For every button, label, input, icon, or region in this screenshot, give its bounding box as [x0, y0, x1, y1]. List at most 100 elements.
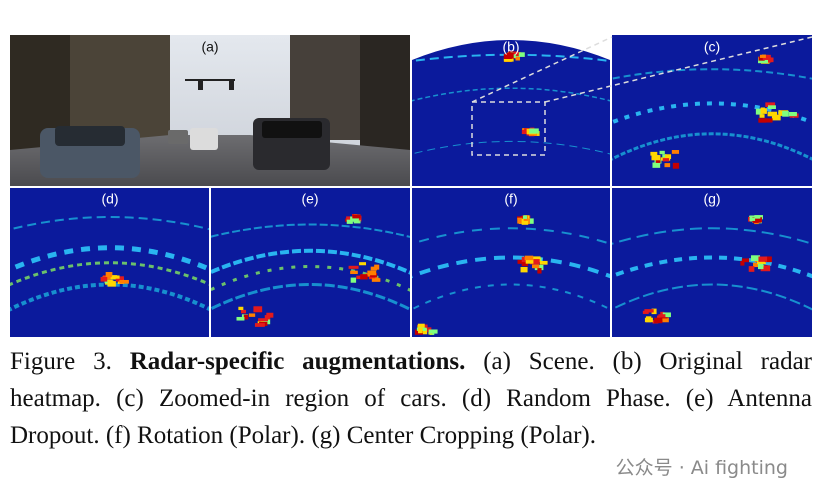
figure: (a) (b) (c) (d) (e) (f) (g) — [10, 35, 813, 337]
heat-arc — [612, 68, 812, 80]
heat-arc — [10, 216, 210, 231]
heat-blob — [503, 58, 514, 62]
heat-arc — [412, 87, 610, 102]
heat-arc — [210, 223, 410, 238]
caption-label: Figure 3. — [10, 348, 112, 375]
heat-blob — [537, 268, 542, 274]
heat-blob — [644, 309, 654, 313]
heat-arc — [612, 132, 812, 161]
heat-blob — [522, 215, 528, 219]
heat-blob — [654, 317, 663, 324]
heat-blob — [254, 323, 265, 327]
heat-blob — [644, 317, 653, 323]
heat-blob — [352, 214, 361, 219]
heat-blob — [346, 216, 352, 222]
heat-blob — [759, 114, 765, 118]
heat-blob — [539, 260, 548, 265]
heat-blob — [529, 128, 539, 134]
panel-label: (b) — [502, 39, 519, 55]
heat-blob — [652, 162, 661, 168]
heat-blob — [655, 157, 661, 163]
heat-arc — [412, 255, 610, 279]
heat-blob — [659, 150, 665, 155]
heat-blob — [521, 261, 529, 267]
panel-label: (g) — [703, 191, 720, 207]
heat-blob — [241, 309, 247, 314]
heat-blob — [367, 270, 377, 276]
caption-text: (a) Scene. (b) Original radar heatmap. (… — [10, 348, 813, 449]
heat-blob — [782, 111, 789, 117]
heat-blob — [238, 306, 244, 311]
heat-blob — [765, 102, 776, 107]
heat-arc — [412, 283, 610, 311]
heat-blob — [768, 105, 776, 110]
heat-blob — [236, 316, 245, 321]
heat-blob — [359, 262, 367, 266]
heat-blob — [517, 217, 523, 224]
heat-blob — [525, 259, 534, 264]
heatmap-panel — [10, 187, 210, 337]
heat-blob — [762, 54, 771, 60]
heat-blob — [421, 328, 428, 335]
heat-blob — [521, 218, 529, 225]
heat-blob — [662, 317, 669, 323]
heat-blob — [650, 151, 658, 156]
heat-blob — [740, 260, 745, 266]
heatmap-bg — [612, 187, 812, 337]
heat-blob — [758, 118, 767, 123]
heat-arc — [412, 227, 610, 245]
heat-blob — [760, 108, 767, 114]
heat-blob — [105, 272, 113, 278]
heat-blob — [662, 154, 667, 158]
heat-blob — [107, 279, 113, 286]
heatmap-panel — [412, 187, 610, 337]
heat-blob — [115, 276, 124, 282]
heat-blob — [261, 319, 271, 325]
heat-blob — [752, 217, 762, 223]
heat-blob — [672, 162, 680, 169]
heat-blob — [253, 306, 263, 313]
heat-blob — [757, 263, 764, 270]
heat-blob — [518, 52, 525, 57]
caption-title: Radar-specific augmentations. — [129, 348, 466, 375]
heat-blob — [767, 111, 778, 117]
heat-blob — [789, 111, 797, 117]
heat-blob — [651, 155, 661, 161]
heat-blob — [664, 163, 671, 168]
heat-blob — [671, 150, 680, 154]
heat-arc — [412, 140, 610, 155]
heat-blob — [764, 256, 772, 263]
heat-blob — [524, 255, 534, 261]
heat-blob — [348, 265, 359, 269]
heat-arc — [612, 283, 812, 311]
heatmap-panel — [612, 187, 812, 337]
heat-blob — [758, 256, 768, 262]
panel-label: (f) — [504, 191, 517, 207]
heat-blob — [111, 275, 120, 279]
heat-blob — [662, 312, 671, 318]
heat-blob — [243, 314, 249, 320]
heat-blob — [754, 215, 761, 219]
heat-blob — [758, 56, 765, 61]
heat-arc — [210, 283, 410, 312]
heat-blob — [371, 278, 381, 282]
heat-blob — [258, 318, 268, 322]
heat-blob — [264, 315, 271, 320]
caption: Figure 3. Radar-specific augmentations. … — [10, 343, 812, 454]
heat-blob — [350, 270, 358, 275]
heat-blob — [665, 154, 672, 159]
heat-blob — [651, 308, 657, 315]
heat-blob — [748, 266, 755, 272]
panel-label: (e) — [301, 191, 318, 207]
heat-blob — [771, 114, 781, 121]
zoom-box — [471, 36, 813, 156]
heat-blob — [360, 274, 368, 280]
heat-blob — [753, 262, 763, 268]
heatmap-panel — [412, 35, 610, 187]
heat-blob — [513, 51, 519, 57]
panel-label: (a) — [201, 39, 218, 55]
heat-blob — [505, 52, 514, 59]
heat-blob — [428, 329, 438, 334]
heat-blob — [750, 255, 761, 262]
panel-label: (c) — [704, 39, 720, 55]
